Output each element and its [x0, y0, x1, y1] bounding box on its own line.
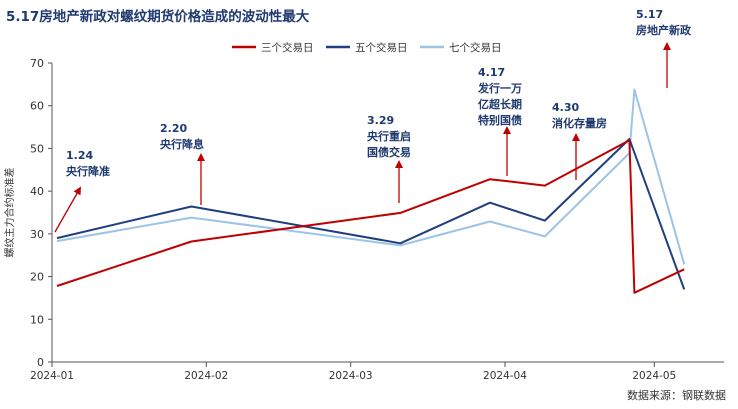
x-tick-label: 2024-04	[483, 370, 527, 382]
annotation-text: 亿超长期	[478, 97, 522, 111]
legend-label: 五个交易日	[355, 41, 408, 54]
annotation-text: 国债交易	[367, 145, 411, 159]
annotation-text: 央行降息	[160, 137, 204, 151]
y-tick-label: 60	[30, 100, 44, 113]
y-tick-label: 10	[30, 313, 44, 326]
legend-label: 七个交易日	[449, 41, 502, 54]
series-line-2	[56, 138, 686, 290]
y-tick-label: 70	[30, 57, 44, 70]
annotation-text: 央行重启	[367, 129, 411, 143]
x-tick-label: 2024-02	[184, 370, 228, 382]
data-source: 数据来源：钢联数据	[627, 389, 726, 402]
annotation-text: 发行一万	[477, 81, 522, 95]
y-tick-label: 0	[37, 356, 44, 369]
x-tick-label: 2024-01	[30, 370, 74, 382]
annotation-text: 1.24	[66, 149, 93, 162]
y-axis-label: 螺纹主力合约标准差	[3, 168, 16, 258]
y-tick-label: 30	[30, 228, 44, 241]
annotation-text: 2.20	[160, 122, 187, 135]
legend-label: 三个交易日	[261, 41, 314, 54]
annotation-arrow	[54, 186, 81, 233]
annotation-text: 5.17	[636, 8, 663, 21]
y-tick-label: 50	[30, 142, 44, 155]
annotation-text: 3.29	[367, 114, 394, 127]
series-line-3	[56, 88, 686, 265]
series-line-1	[56, 139, 685, 294]
annotation-text: 消化存量房	[552, 116, 607, 130]
annotation-text: 房地产新政	[636, 23, 692, 37]
x-tick-label: 2024-03	[329, 370, 373, 382]
chart-title: 5.17房地产新政对螺纹期货价格造成的波动性最大	[6, 9, 310, 25]
annotation-text: 4.17	[478, 66, 505, 79]
x-tick-label: 2024-05	[632, 370, 676, 382]
annotation-text: 4.30	[552, 101, 579, 114]
y-tick-label: 40	[30, 185, 44, 198]
annotation-text: 特别国债	[478, 113, 522, 127]
annotation-text: 央行降准	[66, 164, 110, 178]
y-tick-label: 20	[30, 271, 44, 284]
